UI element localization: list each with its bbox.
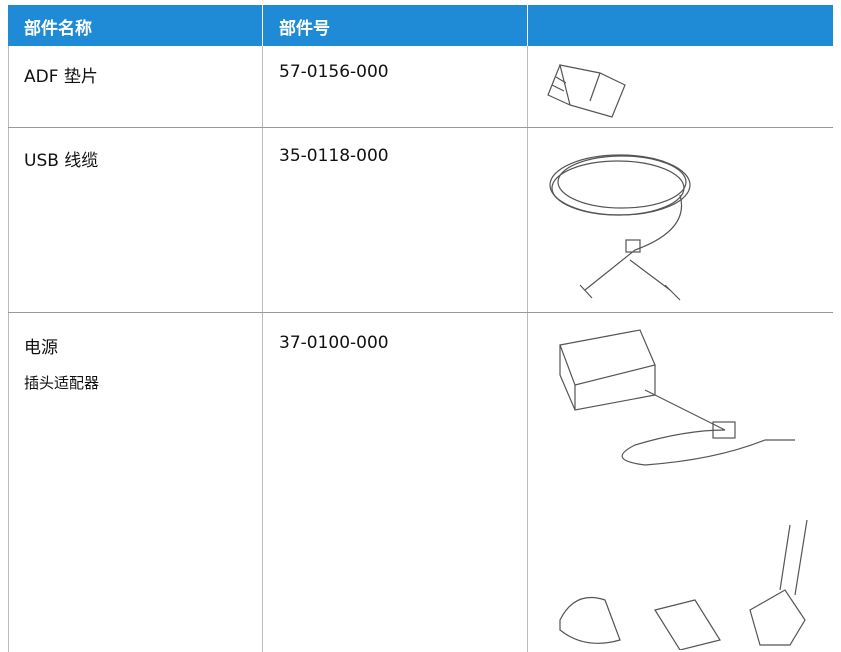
column-line [262, 46, 263, 652]
column-line [527, 46, 528, 652]
part-number: 35-0118-000 [279, 146, 389, 166]
header-cell: 部件号 [279, 19, 330, 39]
part-name: 电源 [24, 338, 58, 358]
adf-pad-image [547, 64, 626, 118]
part-note: 插头适配器 [24, 374, 100, 392]
header-divider [262, 5, 263, 46]
row-line [8, 127, 833, 128]
power-adapter-image [559, 329, 808, 650]
part-number: 57-0156-000 [279, 62, 389, 82]
part-name: USB 线缆 [24, 151, 99, 171]
header-cell: 部件名称 [24, 19, 92, 39]
usb-cable-image [549, 154, 691, 301]
row-line [8, 312, 833, 313]
table-header [8, 5, 833, 46]
part-name: ADF 垫片 [24, 67, 98, 87]
column-line [8, 46, 9, 652]
header-divider [527, 5, 528, 46]
part-number: 37-0100-000 [279, 333, 389, 353]
